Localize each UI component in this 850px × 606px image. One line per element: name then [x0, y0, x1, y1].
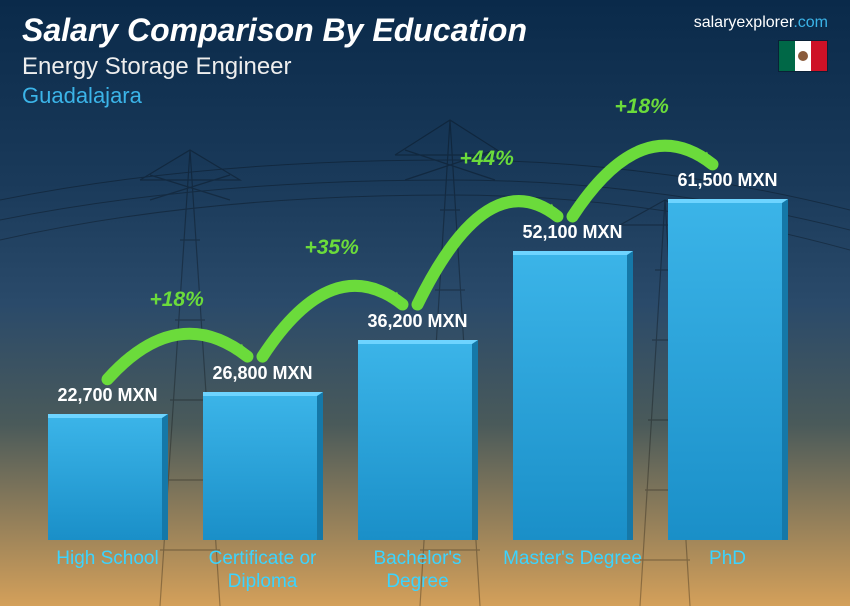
bar-group: 26,800 MXN Certificate or Diploma	[191, 130, 334, 596]
bar	[48, 414, 168, 540]
bar-category-label: PhD	[709, 548, 746, 596]
bar	[513, 251, 633, 540]
bar-group: 52,100 MXN Master's Degree	[501, 130, 644, 596]
bar-group: 61,500 MXN PhD	[656, 130, 799, 596]
bar-category-label: High School	[56, 548, 158, 596]
bar-group: 36,200 MXN Bachelor's Degree	[346, 130, 489, 596]
increase-label: +18%	[149, 288, 203, 312]
bar-category-label: Bachelor's Degree	[346, 548, 489, 596]
bar-value-label: 61,500 MXN	[677, 170, 777, 191]
bar	[203, 392, 323, 540]
bar-value-label: 22,700 MXN	[57, 385, 157, 406]
increase-label: +18%	[614, 95, 668, 119]
bar-value-label: 52,100 MXN	[522, 222, 622, 243]
bar-value-label: 26,800 MXN	[212, 363, 312, 384]
source-domain: .com	[793, 14, 828, 31]
flag-stripe-right	[811, 41, 827, 71]
bar	[358, 340, 478, 540]
chart-subtitle: Energy Storage Engineer	[22, 53, 828, 81]
bar-group: 22,700 MXN High School	[36, 130, 179, 596]
source-prefix: salaryexplorer	[694, 14, 794, 31]
increase-label: +44%	[459, 147, 513, 171]
bar-chart: 22,700 MXN High School 26,800 MXN Certifica…	[30, 130, 805, 596]
bar-value-label: 36,200 MXN	[367, 311, 467, 332]
chart-location: Guadalajara	[22, 83, 828, 109]
bar	[668, 199, 788, 540]
flag-stripe-center	[795, 41, 811, 71]
bar-category-label: Master's Degree	[503, 548, 642, 596]
flag-stripe-left	[779, 41, 795, 71]
bar-category-label: Certificate or Diploma	[191, 548, 334, 596]
source-label: salaryexplorer.com	[694, 14, 828, 32]
mexico-flag-icon	[778, 40, 828, 72]
increase-label: +35%	[304, 236, 358, 260]
